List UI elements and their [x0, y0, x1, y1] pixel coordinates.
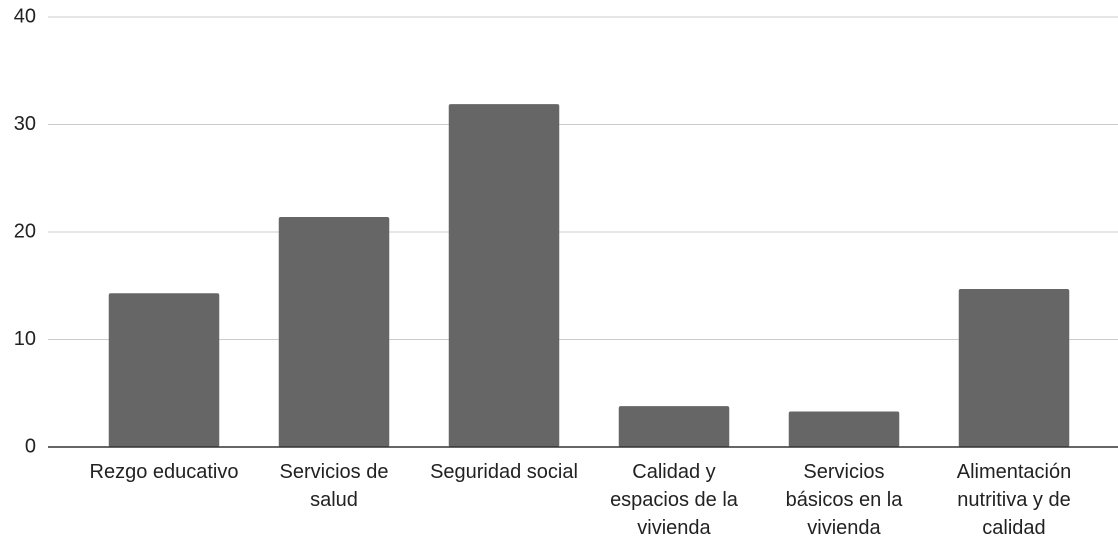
y-tick-label: 40 [14, 5, 36, 27]
y-tick-label: 20 [14, 220, 36, 242]
x-tick-label: Alimentación nutritiva y de calidad [956, 461, 1072, 539]
x-tick-label: Calidad y espacios de la vivienda [610, 461, 738, 539]
bar [448, 104, 560, 447]
y-tick-label: 10 [14, 328, 36, 350]
x-tick-label: Servicios de salud [279, 461, 389, 511]
x-tick-label: Rezgo educativo [89, 461, 239, 483]
x-tick-label: Servicios básicos en la vivienda [785, 461, 903, 539]
bar [278, 216, 390, 447]
bar [108, 293, 220, 447]
bar [958, 288, 1070, 447]
x-tick-label: Seguridad social [430, 461, 578, 483]
bar [618, 406, 730, 447]
y-tick-label: 30 [14, 113, 36, 135]
y-tick-label: 0 [25, 435, 36, 457]
bar [788, 411, 900, 447]
